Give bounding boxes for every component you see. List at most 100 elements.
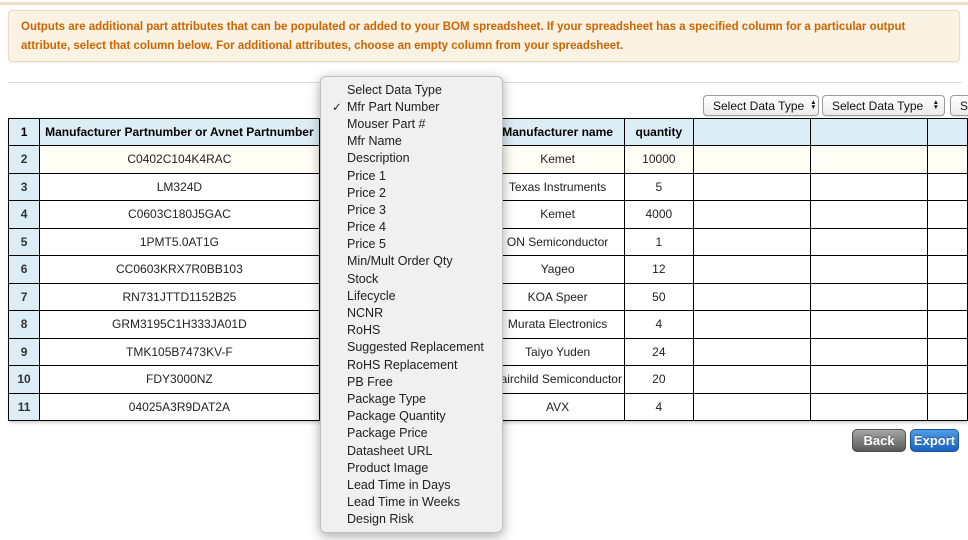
output-column-select-3[interactable]: Select Data Type ▲▼ — [950, 95, 968, 116]
dropdown-item[interactable]: NCNR — [321, 304, 502, 321]
cell-empty — [810, 282, 929, 311]
back-button[interactable]: Back — [852, 429, 906, 452]
dropdown-item[interactable]: Min/Mult Order Qty — [321, 253, 502, 270]
dropdown-item[interactable]: Datasheet URL — [321, 442, 502, 459]
select-value-label: Select Data Type — [713, 98, 805, 113]
cell-row-number: 8 — [7, 310, 41, 339]
dropdown-item[interactable]: Price 4 — [321, 219, 502, 236]
cell-empty — [927, 282, 968, 311]
cell-part-number: LM324D — [39, 172, 320, 201]
dropdown-item[interactable]: Price 2 — [321, 184, 502, 201]
dropdown-item-label: RoHS — [347, 323, 381, 338]
dropdown-item[interactable]: Price 1 — [321, 167, 502, 184]
column-header-empty — [927, 118, 968, 146]
dropdown-item[interactable]: Price 5 — [321, 236, 502, 253]
cell-empty — [810, 337, 929, 366]
cell-quantity: 1 — [623, 227, 694, 256]
column-header-empty — [692, 118, 812, 146]
select-value-label: Select Data Type — [960, 98, 968, 113]
cell-empty — [692, 392, 812, 421]
cell-empty — [927, 172, 968, 201]
dropdown-item[interactable]: Design Risk — [321, 511, 502, 528]
export-button-label: Export — [913, 433, 956, 448]
dropdown-item[interactable]: Suggested Replacement — [321, 339, 502, 356]
data-type-dropdown-menu: Select Data Type ✓ Mfr Part Number Mouser P… — [320, 76, 503, 533]
cell-empty — [692, 145, 812, 174]
dropdown-item-label: Select Data Type — [347, 82, 442, 97]
dropdown-item-label: Price 4 — [347, 220, 386, 235]
dropdown-item-label: Suggested Replacement — [347, 340, 484, 355]
dropdown-item-label: RoHS Replacement — [347, 357, 458, 372]
dropdown-item-label: Price 1 — [347, 168, 386, 183]
dropdown-item[interactable]: RoHS Replacement — [321, 356, 502, 373]
dropdown-item[interactable]: Product Image — [321, 459, 502, 476]
dropdown-item[interactable]: RoHS — [321, 322, 502, 339]
output-column-select-1[interactable]: Select Data Type ▲ ▼ — [703, 95, 819, 116]
cell-manufacturer: Kemet — [490, 200, 625, 229]
cell-empty — [810, 392, 929, 421]
cell-quantity: 12 — [623, 255, 694, 284]
dropdown-item[interactable]: Lead Time in Weeks — [321, 494, 502, 511]
cell-empty — [810, 365, 929, 394]
cell-row-number: 7 — [7, 282, 41, 311]
info-banner: Outputs are additional part attributes t… — [8, 10, 960, 62]
dropdown-item[interactable]: PB Free — [321, 373, 502, 390]
dropdown-item[interactable]: Lead Time in Days — [321, 476, 502, 493]
cell-part-number: 04025A3R9DAT2A — [39, 392, 320, 421]
cell-empty — [927, 255, 968, 284]
dropdown-item[interactable]: Package Type — [321, 390, 502, 407]
cell-row-number: 5 — [7, 227, 41, 256]
cell-manufacturer: ON Semiconductor — [490, 227, 625, 256]
dropdown-item-label: NCNR — [347, 306, 384, 321]
cell-part-number: RN731JTTD1152B25 — [39, 282, 320, 311]
cell-manufacturer: Yageo — [490, 255, 625, 284]
dropdown-item[interactable]: Description — [321, 150, 502, 167]
dropdown-item[interactable]: Mfr Name — [321, 133, 502, 150]
cell-manufacturer: AVX — [490, 392, 625, 421]
export-button[interactable]: Export — [910, 429, 959, 452]
cell-part-number: 1PMT5.0AT1G — [39, 227, 320, 256]
cell-empty — [927, 145, 968, 174]
dropdown-item[interactable]: Mouser Part # — [321, 115, 502, 132]
cell-row-number: 9 — [7, 337, 41, 366]
cell-row-number: 4 — [7, 200, 41, 229]
cell-empty — [692, 337, 812, 366]
dropdown-item-label: Min/Mult Order Qty — [347, 254, 453, 269]
dropdown-item-label: Price 2 — [347, 185, 386, 200]
dropdown-item[interactable]: Price 3 — [321, 201, 502, 218]
cell-quantity: 4 — [623, 310, 694, 339]
dropdown-item[interactable]: Select Data Type — [321, 81, 502, 98]
back-button-label: Back — [863, 433, 895, 448]
dropdown-item-label: Mfr Part Number — [347, 99, 440, 114]
cell-empty — [692, 310, 812, 339]
column-header-empty — [810, 118, 929, 146]
cell-empty — [927, 365, 968, 394]
cell-manufacturer: Fairchild Semiconductor — [490, 365, 625, 394]
cell-empty — [692, 255, 812, 284]
cell-empty — [810, 255, 929, 284]
dropdown-item[interactable]: ✓ Mfr Part Number — [321, 98, 502, 115]
dropdown-item-label: Price 3 — [347, 202, 386, 217]
dropdown-item[interactable]: Lifecycle — [321, 287, 502, 304]
top-border-strip — [0, 2, 968, 5]
dropdown-item[interactable]: Stock — [321, 270, 502, 287]
cell-empty — [692, 365, 812, 394]
cell-row-number: 2 — [7, 145, 41, 174]
dropdown-item[interactable]: Package Price — [321, 425, 502, 442]
cell-row-number: 6 — [7, 255, 41, 284]
dropdown-item-label: Package Price — [347, 426, 428, 441]
cell-empty — [810, 310, 929, 339]
cell-quantity: 4 — [623, 392, 694, 421]
dropdown-item-label: Package Quantity — [347, 409, 446, 424]
cell-empty — [692, 227, 812, 256]
dropdown-item-label: PB Free — [347, 374, 393, 389]
cell-empty — [692, 200, 812, 229]
dropdown-item[interactable]: Package Quantity — [321, 408, 502, 425]
cell-part-number: FDY3000NZ — [39, 365, 320, 394]
output-column-select-2[interactable]: Select Data Type ▲ ▼ — [822, 95, 945, 116]
cell-manufacturer: Taiyo Yuden — [490, 337, 625, 366]
cell-part-number: CC0603KRX7R0BB103 — [39, 255, 320, 284]
cell-empty — [927, 200, 968, 229]
cell-manufacturer: KOA Speer — [490, 282, 625, 311]
